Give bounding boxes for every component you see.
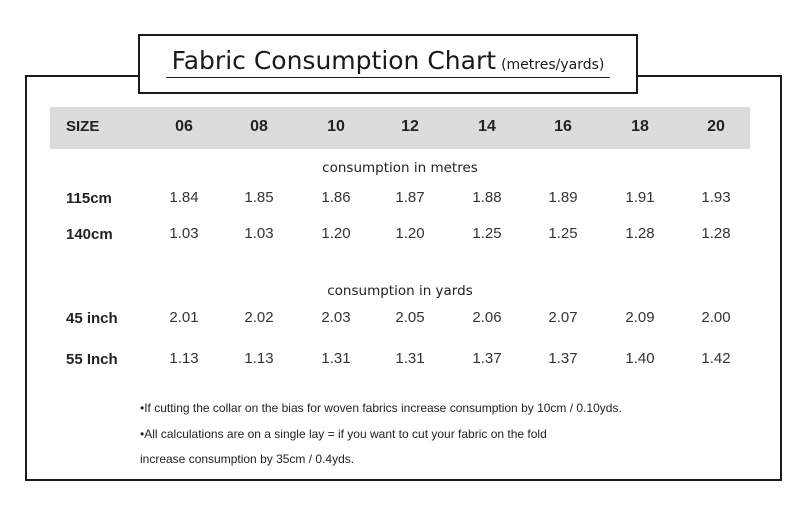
row-label: 45 inch xyxy=(66,310,118,327)
table-cell: 1.13 xyxy=(169,350,199,367)
table-cell: 2.09 xyxy=(625,309,655,326)
row-label: 140cm xyxy=(66,226,113,243)
table-header-band xyxy=(50,107,750,149)
size-column-header: 12 xyxy=(401,118,419,135)
size-column-header: 16 xyxy=(554,118,572,135)
table-cell: 1.40 xyxy=(625,350,655,367)
section-label: consumption in metres xyxy=(322,160,478,176)
table-cell: 1.85 xyxy=(244,189,274,206)
note-single-lay: •All calculations are on a single lay = … xyxy=(140,427,547,441)
title-underline xyxy=(166,77,610,78)
table-cell: 1.31 xyxy=(321,350,351,367)
table-cell: 1.28 xyxy=(625,225,655,242)
table-cell: 1.93 xyxy=(701,189,731,206)
row-label: 55 Inch xyxy=(66,351,118,368)
chart-subtitle: (metres/yards) xyxy=(501,57,605,73)
table-cell: 1.88 xyxy=(472,189,502,206)
table-cell: 2.06 xyxy=(472,309,502,326)
note-bias-collar: •If cutting the collar on the bias for w… xyxy=(140,401,622,415)
header-size-label: SIZE xyxy=(66,118,100,135)
table-cell: 1.03 xyxy=(244,225,274,242)
note-fold-increase: increase consumption by 35cm / 0.4yds. xyxy=(140,452,355,466)
table-cell: 1.20 xyxy=(395,225,425,242)
table-cell: 1.31 xyxy=(395,350,425,367)
size-column-header: 08 xyxy=(250,118,268,135)
table-cell: 2.02 xyxy=(244,309,274,326)
table-cell: 1.03 xyxy=(169,225,199,242)
size-column-header: 10 xyxy=(327,118,345,135)
table-cell: 1.13 xyxy=(244,350,274,367)
table-cell: 1.20 xyxy=(321,225,351,242)
table-cell: 2.01 xyxy=(169,309,199,326)
table-cell: 1.25 xyxy=(548,225,578,242)
row-label: 115cm xyxy=(66,190,112,207)
title-box: Fabric Consumption Chart (metres/yards) xyxy=(138,34,638,94)
table-cell: 1.91 xyxy=(625,189,655,206)
table-cell: 1.87 xyxy=(395,189,425,206)
table-cell: 1.28 xyxy=(701,225,731,242)
table-cell: 1.86 xyxy=(321,189,351,206)
table-cell: 1.84 xyxy=(169,189,199,206)
table-cell: 2.05 xyxy=(395,309,425,326)
table-cell: 1.37 xyxy=(472,350,502,367)
table-cell: 1.37 xyxy=(548,350,578,367)
table-cell: 2.00 xyxy=(701,309,731,326)
table-cell: 1.89 xyxy=(548,189,578,206)
size-column-header: 06 xyxy=(175,118,193,135)
table-cell: 2.07 xyxy=(548,309,578,326)
table-cell: 1.42 xyxy=(701,350,731,367)
size-column-header: 20 xyxy=(707,118,725,135)
table-cell: 2.03 xyxy=(321,309,351,326)
size-column-header: 14 xyxy=(478,118,496,135)
title-text: Fabric Consumption Chart (metres/yards) xyxy=(140,46,636,75)
table-cell: 1.25 xyxy=(472,225,502,242)
section-label: consumption in yards xyxy=(327,283,473,299)
chart-title: Fabric Consumption Chart xyxy=(171,46,497,75)
size-column-header: 18 xyxy=(631,118,649,135)
